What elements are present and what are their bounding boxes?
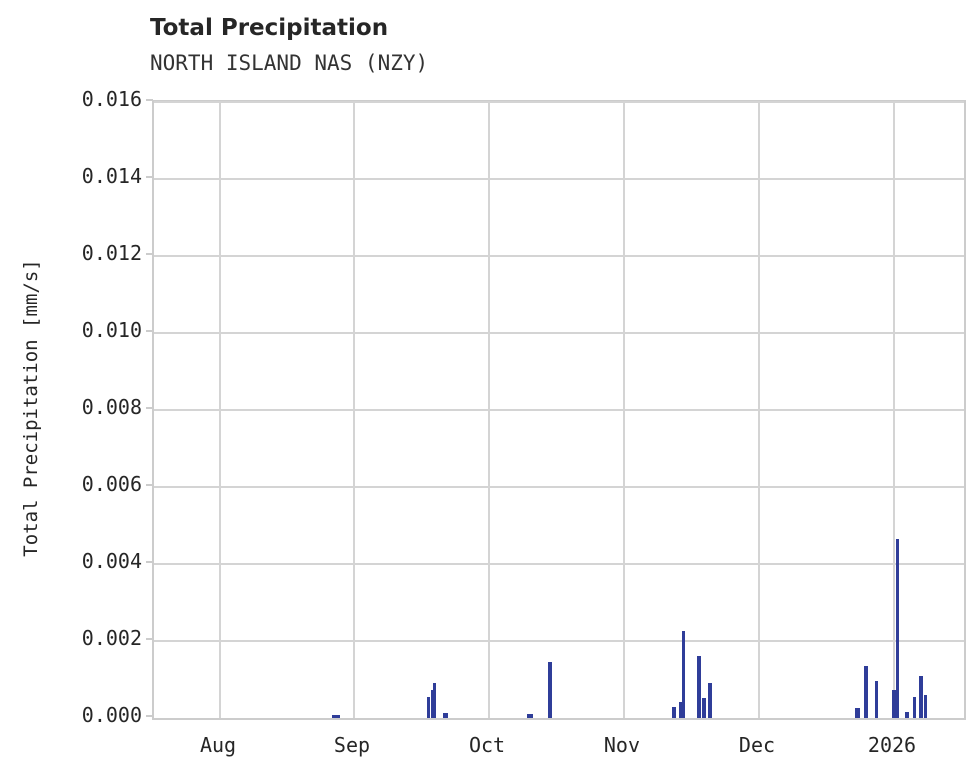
bar	[891, 690, 897, 718]
bar	[430, 689, 433, 718]
bar	[442, 713, 448, 718]
y-axis-tick-labels: 0.000 0.002 0.004 0.006 0.008 0.010 0.012 0.014…	[0, 0, 153, 780]
horizontal-gridline	[154, 409, 964, 411]
bar	[548, 662, 552, 718]
bar	[679, 702, 683, 718]
bar	[427, 696, 431, 718]
x-tick-label: Dec	[738, 733, 776, 757]
y-tick-label: 0.012	[81, 241, 142, 265]
bar	[672, 707, 676, 718]
x-tick-label: 2026	[867, 733, 917, 757]
vertical-gridline	[893, 102, 896, 718]
y-tick-label: 0.000	[81, 703, 142, 727]
x-tick-label: Sep	[333, 733, 371, 757]
y-tick-mark	[146, 330, 153, 332]
chart-title: Total Precipitation	[150, 15, 389, 41]
bar	[696, 656, 701, 718]
bar	[707, 683, 712, 718]
grid-layer	[154, 101, 964, 718]
y-tick-mark	[146, 484, 153, 486]
bar	[904, 712, 909, 718]
horizontal-gridline	[154, 640, 964, 642]
x-tick-label: Nov	[603, 733, 641, 757]
plot-area	[152, 100, 966, 720]
y-tick-mark	[146, 99, 153, 101]
bar	[896, 538, 900, 718]
bar	[682, 631, 686, 718]
bar	[855, 707, 861, 718]
bar	[874, 681, 878, 718]
bar	[913, 696, 917, 718]
bar	[923, 694, 927, 718]
bar-series-layer	[154, 102, 964, 718]
vertical-gridline	[352, 102, 355, 718]
bar	[527, 714, 533, 718]
y-tick-label: 0.002	[81, 626, 142, 650]
bar	[702, 698, 706, 718]
y-tick-label: 0.008	[81, 395, 142, 419]
y-tick-label: 0.006	[81, 472, 142, 496]
bar	[864, 666, 868, 718]
horizontal-gridline	[154, 486, 964, 488]
x-tick-label: Oct	[468, 733, 506, 757]
vertical-gridline	[757, 102, 760, 718]
y-tick-label: 0.014	[81, 164, 142, 188]
horizontal-gridline	[154, 101, 964, 103]
y-tick-mark	[146, 176, 153, 178]
bar	[919, 675, 923, 718]
y-tick-label: 0.004	[81, 549, 142, 573]
vertical-gridline	[488, 102, 491, 718]
chart-subtitle: NORTH ISLAND NAS (NZY)	[150, 51, 429, 75]
y-tick-mark	[146, 638, 153, 640]
horizontal-gridline	[154, 178, 964, 180]
horizontal-gridline	[154, 332, 964, 334]
y-tick-mark	[146, 561, 153, 563]
y-tick-mark	[146, 407, 153, 409]
y-tick-label: 0.016	[81, 87, 142, 111]
y-tick-label: 0.010	[81, 318, 142, 342]
horizontal-gridline	[154, 255, 964, 257]
y-tick-mark	[146, 253, 153, 255]
vertical-gridline	[622, 102, 625, 718]
vertical-gridline	[219, 102, 221, 718]
bar	[331, 714, 340, 718]
y-tick-mark	[146, 715, 153, 717]
x-tick-label: Aug	[199, 733, 237, 757]
bar	[432, 683, 436, 718]
horizontal-gridline	[154, 563, 964, 565]
